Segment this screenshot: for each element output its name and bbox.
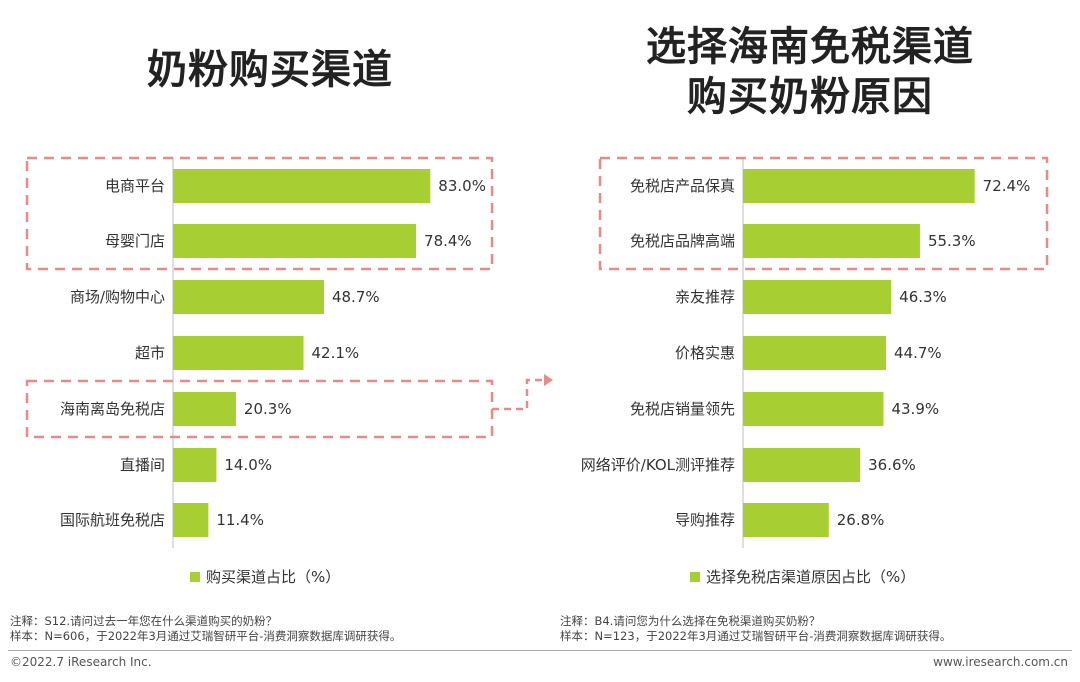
footer-divider bbox=[8, 650, 1072, 651]
left-legend-swatch bbox=[190, 571, 200, 582]
right-value-label: 55.3% bbox=[928, 232, 976, 250]
right-value-label: 36.6% bbox=[868, 456, 916, 474]
right-value-label: 46.3% bbox=[899, 288, 947, 306]
highlight-connector-arrow bbox=[492, 378, 546, 411]
left-value-label: 42.1% bbox=[312, 344, 360, 362]
right-chart-title: 选择海南免税渠道 购买奶粉原因 bbox=[600, 22, 1020, 122]
right-category-label: 导购推荐 bbox=[675, 511, 735, 529]
left-value-label: 78.4% bbox=[424, 232, 472, 250]
left-chart-title: 奶粉购买渠道 bbox=[147, 47, 393, 93]
right-legend: 选择免税店渠道原因占比（%） bbox=[690, 566, 915, 587]
right-value-label: 72.4% bbox=[983, 177, 1031, 195]
right-category-label: 免税店销量领先 bbox=[630, 400, 735, 418]
right-bar bbox=[743, 336, 887, 370]
left-category-label: 母婴门店 bbox=[105, 232, 165, 250]
left-highlight-box bbox=[25, 156, 494, 271]
website-link[interactable]: www.iresearch.com.cn bbox=[933, 655, 1068, 669]
left-bar bbox=[173, 448, 217, 482]
right-highlight-box bbox=[598, 156, 1049, 271]
right-note-sample: 样本：N=123，于2022年3月通过艾瑞智研平台-消费洞察数据库调研获得。 bbox=[560, 629, 952, 643]
right-title-line2: 购买奶粉原因 bbox=[687, 74, 933, 120]
left-category-label: 国际航班免税店 bbox=[60, 511, 165, 529]
right-note-question: 注释：B4.请问您为什么选择在免税渠道购买奶粉？ bbox=[560, 614, 821, 628]
right-title-line1: 选择海南免税渠道 bbox=[646, 24, 974, 70]
left-bar bbox=[173, 503, 209, 537]
left-value-label: 48.7% bbox=[332, 288, 380, 306]
right-value-label: 43.9% bbox=[891, 400, 939, 418]
right-footnote: 注释：B4.请问您为什么选择在免税渠道购买奶粉？ 样本：N=123，于2022年… bbox=[560, 614, 951, 644]
left-category-label: 海南离岛免税店 bbox=[60, 400, 165, 418]
right-category-label: 免税店产品保真 bbox=[630, 177, 735, 195]
right-bar bbox=[743, 169, 975, 203]
right-legend-label: 选择免税店渠道原因占比（%） bbox=[706, 568, 916, 586]
left-note-question: 注释：S12.请问过去一年您在什么渠道购买的奶粉？ bbox=[10, 614, 278, 628]
right-category-label: 亲友推荐 bbox=[675, 288, 735, 306]
left-category-label: 直播间 bbox=[120, 456, 165, 474]
left-bar bbox=[173, 392, 236, 426]
right-bar bbox=[743, 448, 861, 482]
right-bar bbox=[743, 280, 892, 314]
left-category-label: 商场/购物中心 bbox=[70, 288, 165, 306]
right-category-label: 免税店品牌高端 bbox=[630, 232, 735, 250]
left-footnote: 注释：S12.请问过去一年您在什么渠道购买的奶粉？ 样本：N=606，于2022… bbox=[10, 614, 401, 644]
right-value-label: 26.8% bbox=[837, 511, 885, 529]
copyright-text: ©2022.7 iResearch Inc. bbox=[10, 655, 152, 669]
left-value-label: 20.3% bbox=[244, 400, 292, 418]
left-value-label: 11.4% bbox=[216, 511, 264, 529]
left-category-label: 超市 bbox=[135, 344, 165, 362]
left-bar bbox=[173, 224, 417, 258]
right-category-label: 价格实惠 bbox=[675, 344, 735, 362]
right-category-label: 网络评价/KOL测评推荐 bbox=[581, 456, 735, 474]
right-bar bbox=[743, 392, 884, 426]
right-value-label: 44.7% bbox=[894, 344, 942, 362]
arrow-head-icon bbox=[544, 374, 553, 386]
right-legend-swatch bbox=[690, 571, 700, 582]
right-bar bbox=[743, 503, 829, 537]
right-bar bbox=[743, 224, 920, 258]
left-legend-label: 购买渠道占比（%） bbox=[206, 568, 341, 586]
left-bar bbox=[173, 169, 431, 203]
left-bar bbox=[173, 280, 324, 314]
left-note-sample: 样本：N=606，于2022年3月通过艾瑞智研平台-消费洞察数据库调研获得。 bbox=[10, 629, 402, 643]
left-value-label: 83.0% bbox=[438, 177, 486, 195]
left-legend: 购买渠道占比（%） bbox=[190, 566, 340, 587]
left-bar bbox=[173, 336, 304, 370]
left-category-label: 电商平台 bbox=[105, 177, 165, 195]
left-value-label: 14.0% bbox=[224, 456, 272, 474]
